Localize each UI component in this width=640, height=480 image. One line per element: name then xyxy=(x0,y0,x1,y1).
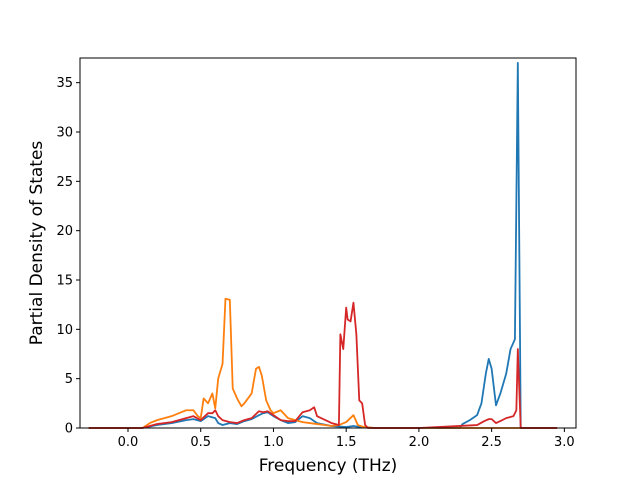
y-tick-label: 0 xyxy=(65,422,73,437)
y-tick-label: 25 xyxy=(56,175,73,190)
x-axis-label: Frequency (THz) xyxy=(259,456,398,476)
x-tick-label: 1.5 xyxy=(336,435,357,450)
x-tick-label: 3.0 xyxy=(554,435,575,450)
series-line-2 xyxy=(88,297,558,429)
series-line-3 xyxy=(88,301,558,429)
y-tick-label: 5 xyxy=(65,372,73,387)
y-tick-label: 35 xyxy=(56,76,73,91)
x-tick-label: 0.5 xyxy=(190,435,211,450)
plot-area-lines xyxy=(88,62,558,429)
y-tick-label: 10 xyxy=(56,323,73,338)
y-axis-label: Partial Density of States xyxy=(27,141,47,346)
y-tick-label: 20 xyxy=(56,224,73,239)
plot-frame xyxy=(79,57,577,429)
x-tick-label: 0.0 xyxy=(118,435,139,450)
x-tick-label: 2.0 xyxy=(409,435,430,450)
series-line-1 xyxy=(88,62,558,429)
y-tick-label: 30 xyxy=(56,126,73,141)
y-tick-label: 15 xyxy=(56,274,73,289)
y-axis-ticks: 0 5 10 15 20 25 30 35 xyxy=(56,76,80,437)
x-tick-label: 2.5 xyxy=(481,435,502,450)
x-tick-label: 1.0 xyxy=(263,435,284,450)
x-axis-ticks: 0.0 0.5 1.0 1.5 2.0 2.5 3.0 xyxy=(118,428,575,450)
